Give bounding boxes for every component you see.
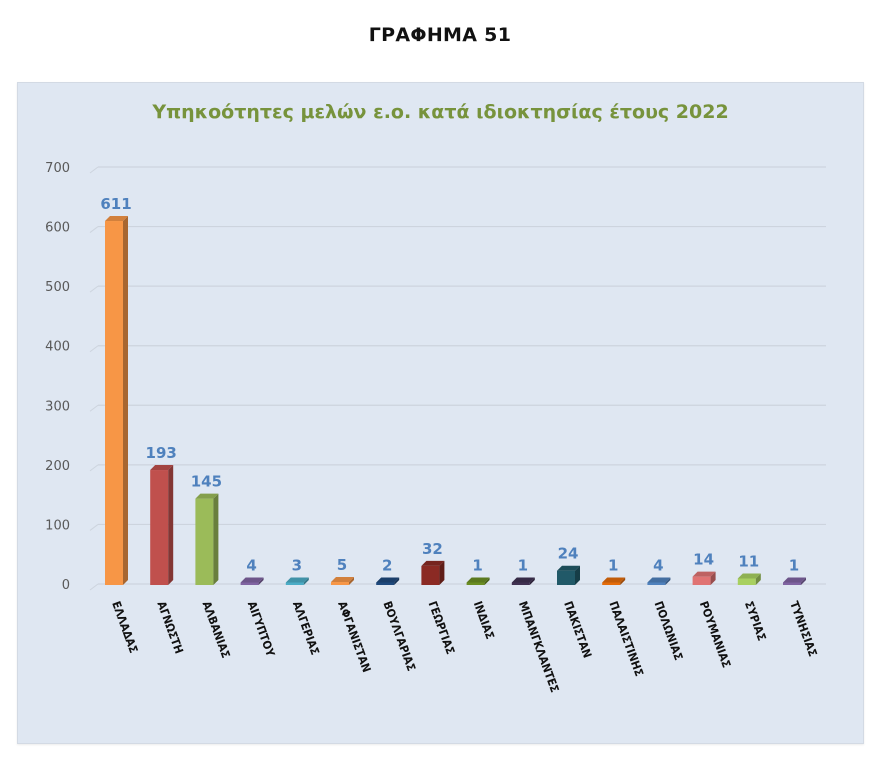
x-category-label: ΒΟΥΛΓΑΡΙΑΣ — [380, 599, 418, 673]
bar-chart: 0 100 200 300 400 500 600 700 611 ΕΛΛΑΔΑΣ 193 ΑΓΝΩΣ… — [45, 161, 826, 694]
bar — [511, 577, 535, 585]
data-label: 1 — [608, 557, 618, 575]
data-label: 4 — [246, 557, 256, 575]
data-label: 193 — [146, 444, 177, 462]
x-category-label: ΕΛΛΑΔΑΣ — [109, 599, 141, 655]
bar — [331, 577, 354, 585]
bar — [466, 577, 490, 585]
x-category-label: ΡΟΥΜΑΝΙΑΣ — [697, 599, 734, 669]
gridlines — [89, 166, 826, 591]
bar — [602, 577, 626, 585]
data-label: 1 — [789, 557, 799, 575]
data-label: 5 — [337, 556, 347, 574]
bar — [783, 577, 806, 585]
data-label: 3 — [292, 557, 302, 575]
x-category-label: ΑΙΓΥΠΤΟΥ — [245, 599, 278, 659]
x-category-label: ΠΑΛΑΙΣΤΙΝΗΣ — [606, 599, 646, 678]
x-category-label: ΜΠΑΝΓΚΛΑΝΤΕΣ — [516, 599, 562, 694]
data-label: 32 — [422, 540, 443, 558]
x-category-label: ΤΥΝΗΣΙΑΣ — [787, 599, 820, 658]
bar — [105, 216, 128, 586]
bar — [421, 560, 445, 585]
y-tick-label: 100 — [45, 518, 70, 533]
x-category-label: ΑΓΝΩΣΤΗ — [154, 599, 186, 655]
bar — [737, 573, 761, 585]
data-label: 24 — [558, 545, 579, 563]
bar — [150, 465, 174, 585]
data-label: 611 — [100, 195, 131, 213]
x-category-label: ΑΦΓΑΝΙΣΤΑΝ — [335, 599, 374, 674]
x-category-label: ΑΛΓΕΡΙΑΣ — [290, 599, 322, 657]
data-label: 14 — [693, 551, 714, 569]
bar — [376, 577, 400, 585]
data-label: 4 — [653, 557, 663, 575]
y-tick-label: 0 — [62, 578, 70, 593]
page-title: ΓΡΑΦΗΜΑ 51 — [368, 24, 512, 46]
y-tick-label: 600 — [45, 221, 70, 236]
y-tick-label: 700 — [45, 161, 70, 176]
bar — [647, 577, 671, 585]
chart-container: Υπηκοότητες μελών ε.ο. κατά ιδιοκτησίας … — [17, 82, 864, 744]
bar — [557, 565, 580, 585]
x-category-label: ΣΥΡΙΑΣ — [742, 599, 769, 642]
y-tick-label: 400 — [45, 340, 70, 355]
y-tick-label: 300 — [45, 399, 70, 414]
bar — [692, 571, 716, 585]
y-tick-label: 500 — [45, 280, 70, 295]
bar — [195, 493, 219, 585]
chart-title: Υπηκοότητες μελών ε.ο. κατά ιδιοκτησίας … — [152, 101, 729, 123]
y-tick-label: 200 — [45, 459, 70, 474]
data-label: 1 — [472, 557, 482, 575]
bar — [285, 577, 309, 585]
data-label: 11 — [738, 552, 759, 570]
bar — [240, 577, 264, 585]
data-label: 2 — [382, 557, 392, 575]
x-category-label: ΓΕΩΡΓΙΑΣ — [426, 599, 458, 656]
data-label: 1 — [518, 557, 528, 575]
bars — [105, 216, 806, 586]
x-category-label: ΠΑΚΙΣΤΑΝ — [561, 599, 594, 660]
x-category-label: ΑΛΒΑΝΙΑΣ — [200, 599, 234, 660]
data-label: 145 — [191, 473, 222, 491]
x-category-label: ΙΝΔΙΑΣ — [471, 599, 498, 641]
x-category-label: ΠΟΛΩΝΙΑΣ — [652, 599, 686, 662]
